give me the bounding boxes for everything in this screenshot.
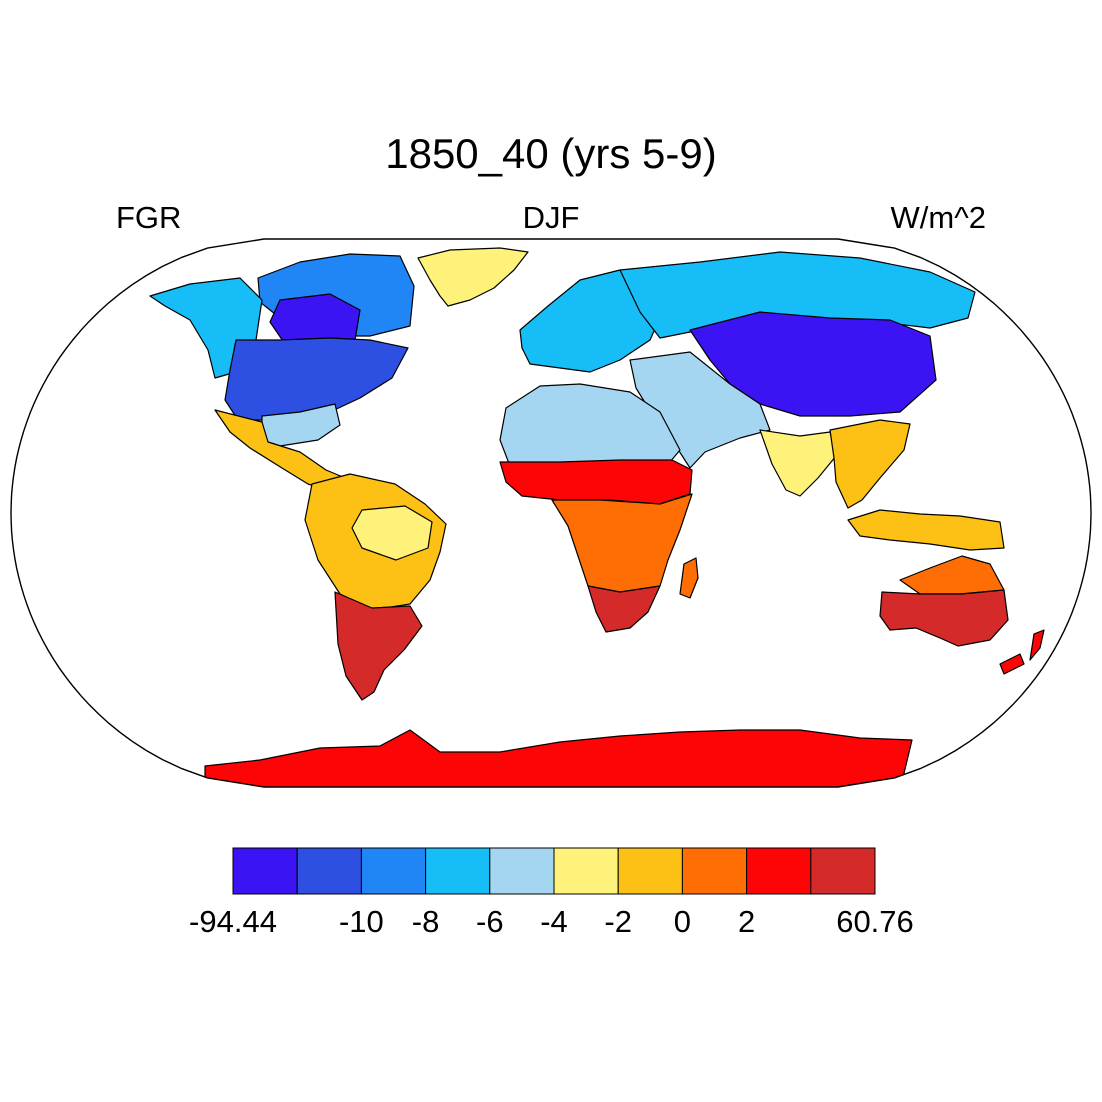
region-northern-eurasia xyxy=(619,251,976,339)
colorbar-box xyxy=(746,847,812,895)
colorbar-box xyxy=(360,847,427,895)
region-southeast-asia xyxy=(829,419,911,509)
season-label: DJF xyxy=(522,200,580,235)
region-india xyxy=(759,429,837,497)
region-europe xyxy=(519,269,669,373)
colorbar-tick-label: -94.44 xyxy=(189,904,277,939)
colorbar-box xyxy=(553,847,619,895)
region-australia xyxy=(879,589,1009,647)
variable-label: FGR xyxy=(116,200,182,235)
colorbar-box xyxy=(489,847,555,895)
colorbar-box xyxy=(617,847,683,895)
colorbar-tick-label: -8 xyxy=(412,904,440,939)
colorbar-box xyxy=(681,847,748,895)
colorbar-tick-label: 0 xyxy=(674,904,691,939)
colorbar-box xyxy=(296,847,362,895)
region-south-america-south xyxy=(334,591,423,701)
colorbar-tick-label: 2 xyxy=(738,904,755,939)
region-central-na xyxy=(224,337,409,421)
colorbar-tick-label: -6 xyxy=(476,904,504,939)
region-greenland xyxy=(417,247,529,307)
colorbar-box xyxy=(425,847,491,895)
region-amazon xyxy=(351,505,433,561)
region-new-zealand xyxy=(999,629,1045,675)
units-label: W/m^2 xyxy=(890,200,986,235)
region-indonesia xyxy=(847,509,1005,551)
colorbar-box xyxy=(810,847,876,895)
region-madagascar xyxy=(679,557,699,599)
colorbar-tick-label: -2 xyxy=(604,904,632,939)
map-outline xyxy=(10,238,1092,788)
colorbar-tick-label: -4 xyxy=(540,904,568,939)
plot-title: 1850_40 (yrs 5-9) xyxy=(385,130,717,177)
colorbar-tick-label: 60.76 xyxy=(836,904,914,939)
region-antarctica xyxy=(204,729,913,787)
region-southern-africa xyxy=(587,585,661,633)
colorbar-tick-label: -10 xyxy=(339,904,384,939)
colorbar-box xyxy=(232,847,298,895)
region-central-africa xyxy=(551,493,693,593)
